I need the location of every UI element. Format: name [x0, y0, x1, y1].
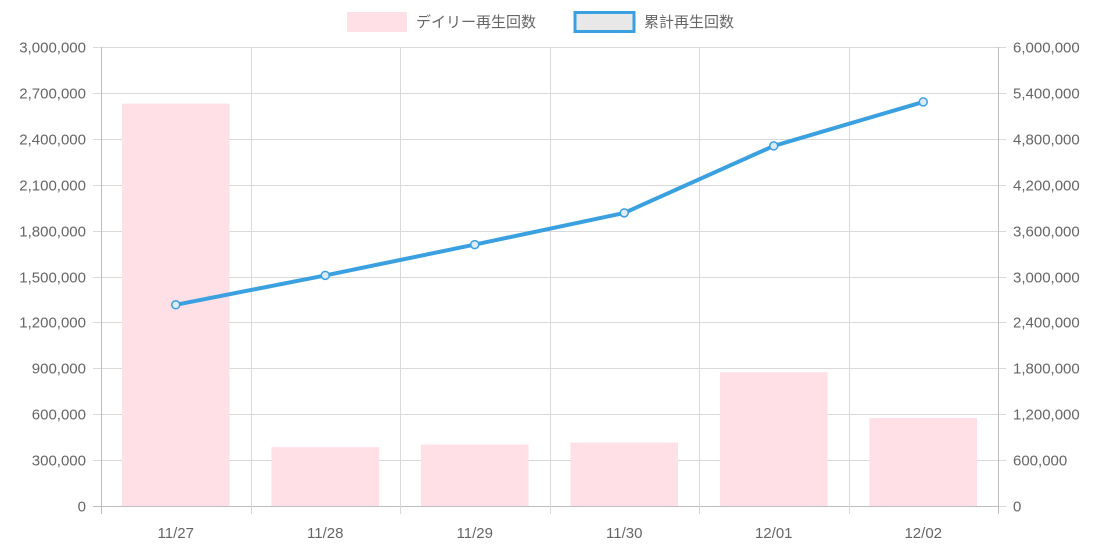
- legend: デイリー再生回数 累計再生回数: [347, 11, 734, 33]
- y-right-tick-label: 3,600,000: [1013, 224, 1080, 241]
- y-left-tick-label: 2,400,000: [19, 132, 86, 149]
- bar-daily[interactable]: [420, 444, 529, 506]
- y-right-tick-label: 600,000: [1013, 453, 1067, 470]
- y-right-tick-label: 4,800,000: [1013, 132, 1080, 149]
- y-left-tick-label: 1,200,000: [19, 315, 86, 332]
- point-cumulative[interactable]: [619, 208, 629, 218]
- bar-daily[interactable]: [570, 442, 679, 506]
- legend-swatch-cumulative: [573, 11, 636, 33]
- bar-daily[interactable]: [271, 447, 380, 506]
- legend-label-daily: デイリー再生回数: [416, 13, 536, 31]
- y-right-tick-label: 6,000,000: [1013, 40, 1080, 57]
- point-cumulative[interactable]: [918, 97, 928, 107]
- x-tick-label: 12/01: [755, 525, 793, 542]
- y-left-tick-label: 900,000: [32, 361, 86, 378]
- bar-daily[interactable]: [869, 418, 978, 506]
- y-right-tick-label: 2,400,000: [1013, 315, 1080, 332]
- point-cumulative[interactable]: [470, 239, 480, 250]
- y-right-tick-label: 0: [1013, 499, 1021, 516]
- grid: [93, 47, 1006, 514]
- y-left-tick-label: 2,100,000: [19, 178, 86, 195]
- line-cumulative: [173, 99, 926, 307]
- x-tick-label: 12/02: [904, 525, 942, 542]
- y-right-tick-label: 3,000,000: [1013, 270, 1080, 287]
- y-left-tick-label: 1,800,000: [19, 224, 86, 241]
- legend-label-cumulative: 累計再生回数: [644, 13, 734, 31]
- x-tick-label: 11/27: [158, 525, 194, 542]
- legend-swatch-daily: [347, 12, 407, 32]
- line-series-cumulative: [171, 97, 928, 310]
- bar-daily[interactable]: [719, 372, 828, 506]
- point-cumulative[interactable]: [171, 300, 181, 310]
- y-left-tick-label: 0: [78, 499, 86, 516]
- y-right-tick-label: 5,400,000: [1013, 86, 1080, 103]
- x-tick-label: 11/30: [606, 525, 642, 542]
- point-cumulative[interactable]: [769, 141, 779, 151]
- axes: 0 300,000 600,000 900,000 1,200,000 1,500,000…: [19, 40, 1079, 543]
- y-left-tick-label: 1,500,000: [19, 270, 86, 287]
- x-tick-label: 11/29: [457, 525, 493, 542]
- legend-item-cumulative[interactable]: 累計再生回数: [573, 11, 734, 33]
- y-left-tick-label: 3,000,000: [19, 40, 86, 57]
- y-right-tick-label: 1,200,000: [1013, 407, 1080, 424]
- bar-series-daily: [121, 103, 978, 507]
- y-left-tick-label: 300,000: [32, 453, 86, 470]
- y-right-tick-label: 4,200,000: [1013, 178, 1080, 195]
- x-tick-label: 11/28: [307, 525, 343, 542]
- legend-item-daily[interactable]: デイリー再生回数: [347, 12, 536, 32]
- y-left-tick-label: 600,000: [32, 407, 86, 424]
- y-left-tick-label: 2,700,000: [19, 86, 86, 103]
- y-right-tick-label: 1,800,000: [1013, 361, 1080, 378]
- point-cumulative[interactable]: [320, 270, 330, 281]
